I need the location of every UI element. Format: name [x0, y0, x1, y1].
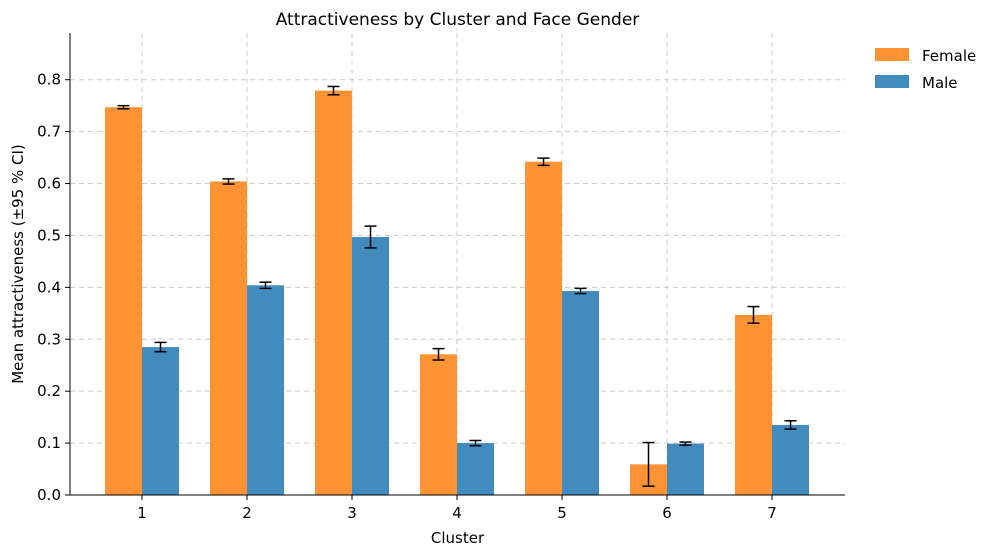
x-tick-label: 2 — [242, 504, 252, 522]
axes — [69, 33, 845, 496]
legend: Female Male — [875, 47, 976, 92]
error-bar-female — [117, 104, 130, 110]
bar-male — [562, 290, 599, 495]
x-tick-label: 5 — [557, 504, 567, 522]
bar-male — [667, 443, 704, 495]
bar-female — [420, 354, 457, 495]
bar-male — [457, 443, 494, 495]
y-tick-label: 0.2 — [37, 382, 61, 400]
y-tick-label: 0.5 — [37, 226, 61, 244]
x-tick-label: 1 — [137, 504, 147, 522]
error-bar-male — [259, 281, 272, 290]
bar-female — [105, 107, 142, 496]
error-bar-female — [642, 441, 655, 487]
x-tick-label: 6 — [662, 504, 672, 522]
bar-male — [772, 424, 809, 495]
error-bar-female — [537, 157, 550, 167]
bar-male — [142, 347, 179, 495]
legend-label-male: Male — [922, 74, 958, 92]
y-axis-label: Mean attractiveness (±95 % CI) — [9, 144, 27, 384]
error-bars — [117, 85, 797, 487]
bar-female — [525, 161, 562, 496]
y-tick-label: 0.8 — [37, 71, 61, 89]
error-bar-female — [327, 85, 340, 96]
error-bar-male — [574, 287, 587, 295]
chart-title: Attractiveness by Cluster and Face Gende… — [276, 10, 640, 30]
x-tick-label: 4 — [452, 504, 462, 522]
grid-lines — [70, 33, 845, 496]
bar-female — [735, 314, 772, 495]
legend-swatch-female — [875, 48, 909, 61]
ticks: 0.0 0.1 0.2 0.3 0.4 0.5 0.6 0.7 0.8 1 2 3 4 5 6 7 — [37, 71, 777, 522]
bar-female — [210, 181, 247, 495]
error-bar-female — [432, 347, 445, 361]
y-tick-label: 0.1 — [37, 434, 61, 452]
error-bar-male — [784, 420, 797, 430]
error-bar-male — [364, 225, 377, 249]
bar-female — [315, 90, 352, 495]
x-tick-label: 3 — [347, 504, 357, 522]
legend-label-female: Female — [922, 47, 976, 65]
y-tick-label: 0.0 — [37, 486, 61, 504]
bar-male — [352, 237, 389, 495]
y-tick-label: 0.4 — [37, 278, 61, 296]
bars — [105, 90, 809, 496]
error-bar-male — [154, 341, 167, 353]
error-bar-male — [679, 441, 692, 446]
x-axis-label: Cluster — [431, 529, 485, 547]
error-bar-male — [469, 439, 482, 447]
legend-swatch-male — [875, 75, 909, 88]
x-tick-label: 7 — [767, 504, 777, 522]
error-bar-female — [222, 178, 235, 185]
y-tick-label: 0.7 — [37, 123, 61, 141]
y-tick-label: 0.6 — [37, 175, 61, 193]
y-tick-label: 0.3 — [37, 330, 61, 348]
bar-male — [247, 285, 284, 495]
error-bar-female — [747, 305, 760, 324]
